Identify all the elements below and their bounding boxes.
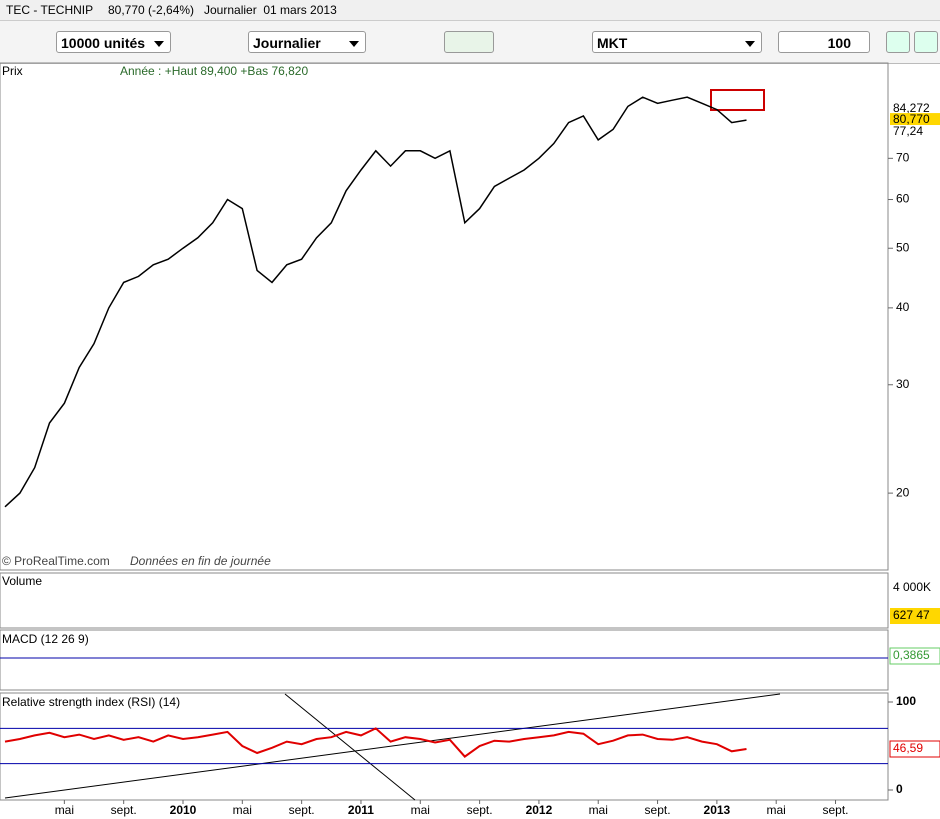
panel-label: Prix [2, 64, 23, 78]
x-tick-label: mai [411, 803, 430, 817]
buy-button[interactable] [886, 31, 910, 53]
quantity-select[interactable]: 10000 unités [56, 31, 171, 53]
volume-last: 627 47 [893, 608, 930, 622]
price-line [4, 96, 747, 508]
price-label: 84,272 [893, 101, 930, 115]
x-tick-label: mai [589, 803, 608, 817]
quantity: 10000 unités [61, 35, 146, 51]
x-tick-label: 2013 [704, 803, 731, 817]
x-tick-label: sept. [467, 803, 493, 817]
y-tick-label: 20 [896, 485, 910, 499]
timeframe-select[interactable]: Journalier [248, 31, 366, 53]
macd-label: MACD (12 26 9) [2, 632, 89, 646]
rsi-panel [0, 692, 889, 801]
rsi-last: 46,59 [893, 741, 923, 755]
trend-line [4, 693, 781, 799]
amount: 100 [827, 35, 851, 51]
sell-button[interactable] [914, 31, 938, 53]
y-tick-label: 50 [896, 240, 910, 254]
y-tick-label: 70 [896, 150, 910, 164]
macd-panel [0, 629, 889, 691]
price-label: 77,24 [893, 124, 923, 138]
x-tick-label: mai [233, 803, 252, 817]
note: Données en fin de journée [130, 554, 271, 568]
macd-last-box [889, 647, 940, 665]
x-tick-label: 2011 [348, 803, 374, 817]
x-tick-label: sept. [289, 803, 315, 817]
copyright: © ProRealTime.com [2, 554, 110, 568]
x-tick-label: 2010 [170, 803, 197, 817]
trend-line [284, 693, 416, 801]
symbol: TEC - TECHNIP [6, 3, 94, 17]
price-label-box [890, 113, 940, 128]
x-tick-label: 2012 [526, 803, 553, 817]
y-tick-label: 60 [896, 192, 910, 206]
y-tick-label: 30 [896, 377, 910, 391]
highlight-box [710, 89, 765, 111]
x-tick-label: mai [767, 803, 786, 817]
order-type: MKT [597, 35, 628, 51]
x-tick-label: sept. [823, 803, 849, 817]
x-tick-label: mai [55, 803, 74, 817]
timeframe: Journalier [253, 35, 321, 51]
rsi-last-box [889, 740, 940, 758]
volume-panel [0, 572, 889, 629]
price-panel [0, 62, 889, 571]
rsi-line [4, 727, 747, 758]
x-tick-label: sept. [645, 803, 671, 817]
amount-input[interactable]: 100 [778, 31, 870, 53]
indicators-button[interactable] [444, 31, 494, 53]
rsi-label: Relative strength index (RSI) (14) [2, 695, 180, 709]
volume-top-tick: 4 000K [893, 580, 931, 594]
title-bar: TEC - TECHNIP 80,770 (-2,64%) Journalier… [0, 0, 940, 21]
toolbar: 10000 unités Journalier MKT 100 [0, 21, 940, 64]
quote: 80,770 (-2,64%) [108, 3, 195, 17]
rsi-y-tick-label: 0 [896, 782, 903, 796]
y-tick-label: 40 [896, 300, 910, 314]
annotation: Année : +Haut 89,400 +Bas 76,820 [120, 64, 308, 78]
volume-last-box [890, 608, 940, 624]
price-label-box [890, 101, 940, 116]
price-label-box [890, 125, 940, 140]
x-tick-label: sept. [111, 803, 137, 817]
period: Journalier 01 mars 2013 [204, 3, 337, 17]
macd-last: 0,3865 [893, 648, 930, 662]
volume-label: Volume [2, 574, 42, 588]
order-type-select[interactable]: MKT [592, 31, 762, 53]
price-label: 80,770 [893, 112, 930, 126]
rsi-y-tick-label: 100 [896, 694, 916, 708]
